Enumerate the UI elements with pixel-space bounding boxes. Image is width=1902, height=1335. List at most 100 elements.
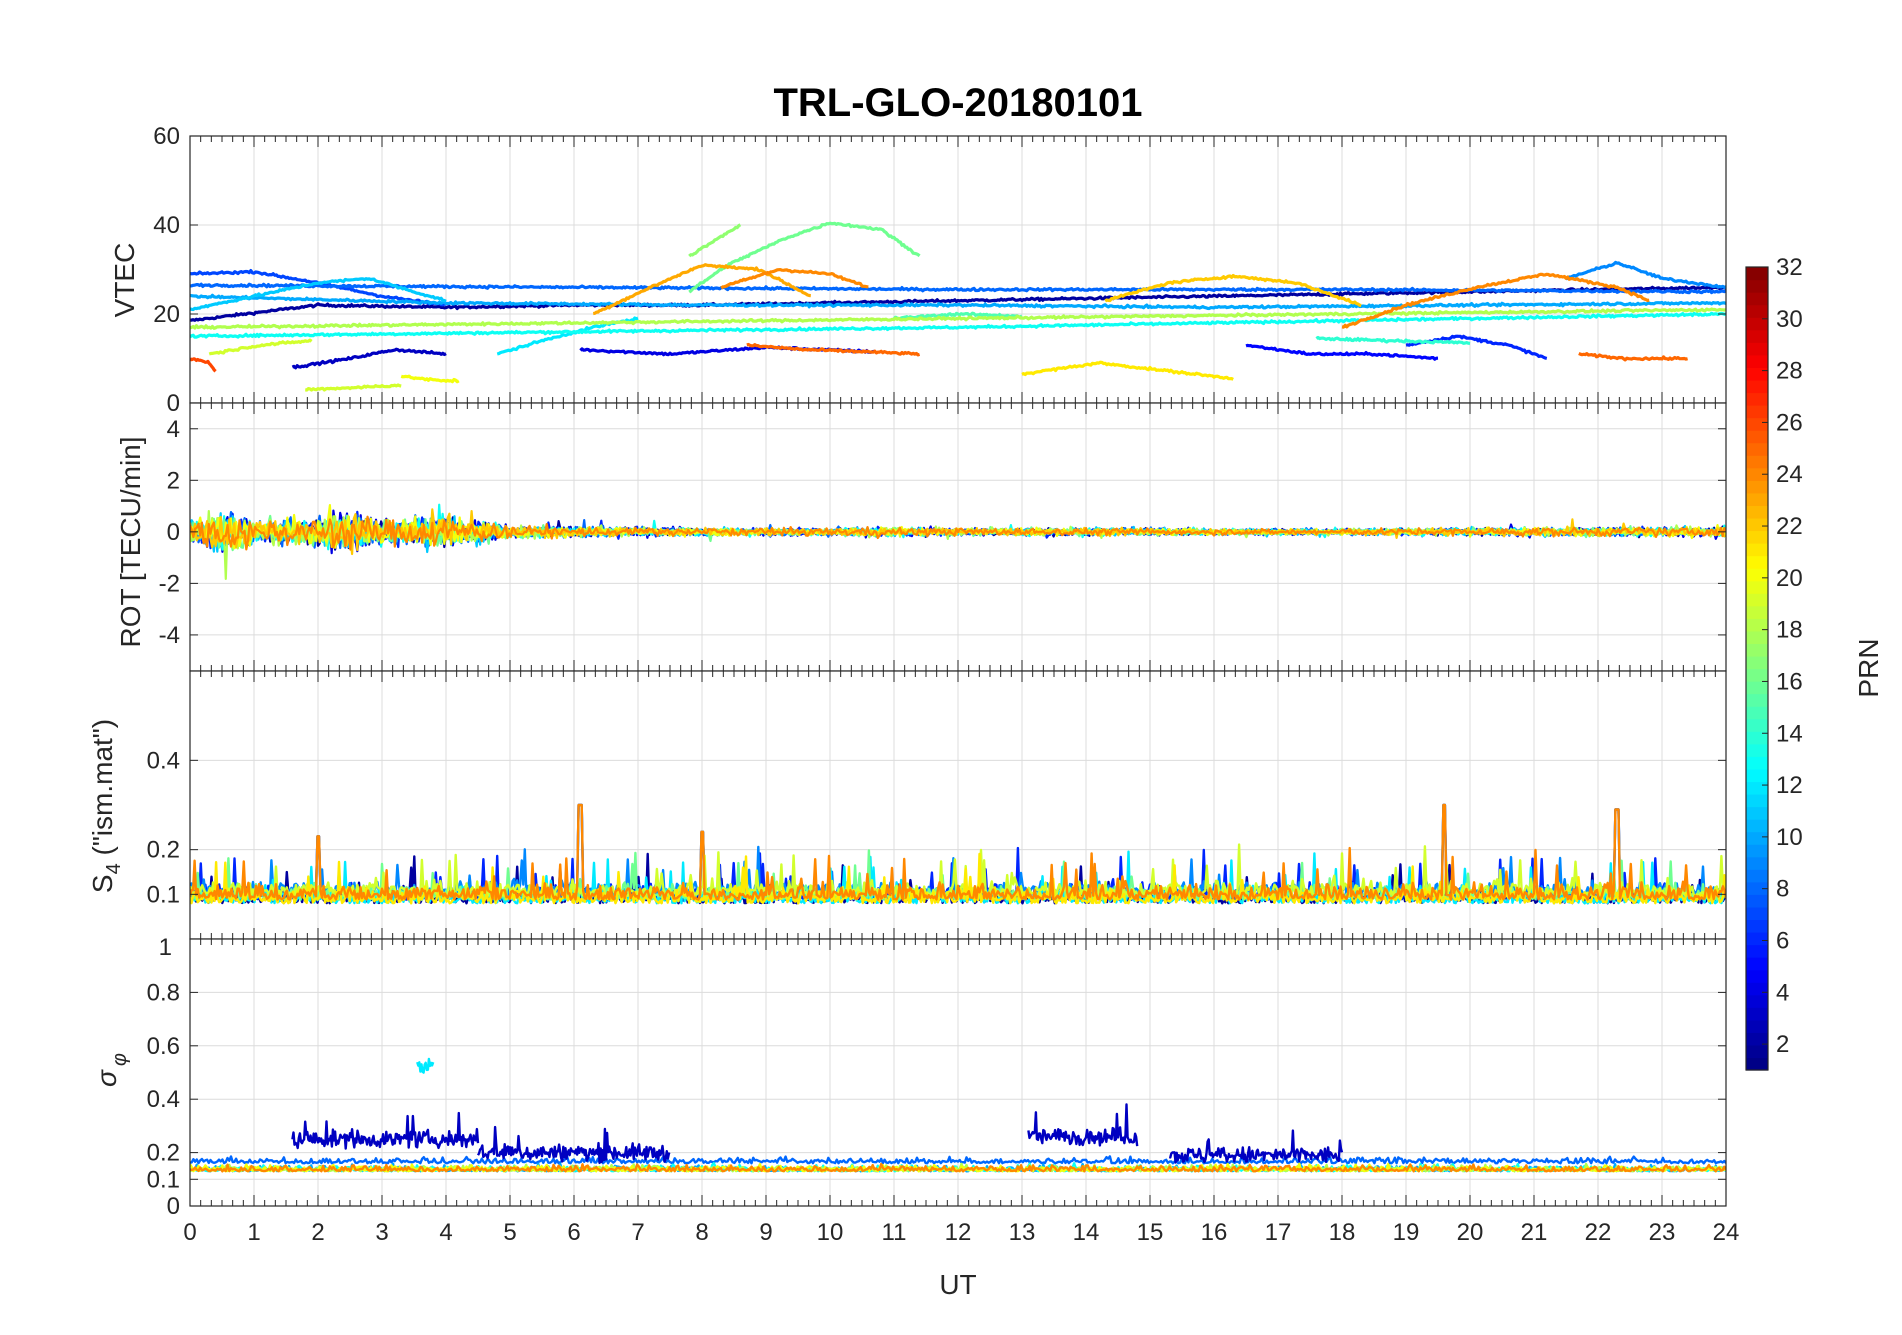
x-tick-label: 9 (759, 1219, 772, 1246)
y-tick-label: 0.6 (147, 1033, 180, 1060)
y-tick-label: 4 (167, 416, 180, 443)
x-tick-label: 17 (1265, 1219, 1292, 1246)
colorbar-swatch (1746, 706, 1768, 720)
colorbar-swatch (1746, 693, 1768, 707)
colorbar-swatch (1746, 530, 1768, 544)
colorbar-swatch (1746, 455, 1768, 469)
colorbar-swatch (1746, 957, 1768, 971)
panel-s4: 0.1 0.2 0.4 (147, 670, 1727, 940)
colorbar-swatch (1746, 480, 1768, 494)
data-layer (190, 803, 1726, 905)
vtec-series-line (1021, 360, 1234, 381)
colorbar-tick-label: 4 (1776, 979, 1789, 1006)
colorbar-swatch (1746, 430, 1768, 444)
colorbar-swatch (1746, 317, 1768, 331)
colorbar-tick-label: 30 (1776, 306, 1803, 333)
sigma-burst-line (291, 1111, 480, 1150)
colorbar-swatch (1746, 681, 1768, 695)
colorbar-tick-label: 12 (1776, 772, 1803, 799)
colorbar-tick-label: 16 (1776, 668, 1803, 695)
colorbar-swatch (1746, 643, 1768, 657)
colorbar-frame (1745, 266, 1769, 1071)
colorbar-swatch (1746, 906, 1768, 921)
x-tick-label: 0 (183, 1219, 196, 1246)
colorbar-tick-label: 8 (1776, 876, 1789, 903)
x-tick-label: 4 (439, 1219, 452, 1246)
colorbar-tick-label: 14 (1776, 720, 1803, 747)
x-tick-label: 15 (1137, 1219, 1164, 1246)
colorbar-swatch (1746, 731, 1768, 745)
colorbar-swatch (1746, 492, 1768, 506)
y-label-s4-main: S (87, 874, 118, 893)
colorbar-swatch (1746, 279, 1768, 293)
colorbar-swatch (1746, 342, 1768, 356)
y-label-s4-sub: 4 (103, 863, 125, 874)
y-tick-label: 0 (167, 1193, 180, 1220)
s4-series-line (190, 852, 1726, 905)
colorbar-swatch (1746, 467, 1768, 481)
vtec-series-line (190, 307, 1726, 330)
y-label-rot: ROT [TECU/min] (115, 436, 146, 647)
y-tick-label: -4 (159, 622, 180, 649)
colorbar-swatch (1746, 655, 1768, 670)
data-layer (190, 221, 1726, 392)
vtec-series-line (190, 285, 1726, 322)
panel-rot: -4 -2 0 2 4 (159, 402, 1727, 672)
colorbar-swatch (1746, 856, 1768, 870)
sigma-series-line (190, 1155, 1726, 1165)
colorbar-swatch (1746, 618, 1768, 632)
colorbar-swatch (1746, 1057, 1768, 1071)
colorbar-swatch (1746, 392, 1768, 406)
panel-vtec: 0 20 40 60 (153, 123, 1727, 417)
x-tick-label: 11 (882, 1219, 907, 1246)
colorbar-swatch (1746, 881, 1768, 895)
vtec-series-line (746, 342, 921, 357)
x-tick-label: 7 (631, 1219, 644, 1246)
colorbar-swatch (1746, 944, 1768, 958)
colorbar-tick-label: 26 (1776, 409, 1803, 436)
data-layer (190, 1057, 1726, 1173)
colorbar-tick-label: 24 (1776, 461, 1803, 488)
colorbar-swatch (1746, 568, 1768, 582)
vtec-series-line (208, 338, 313, 356)
sigma-burst-line (1027, 1103, 1139, 1147)
y-label-sigma-phi: σφ (91, 1053, 131, 1087)
y-tick-label: 40 (153, 212, 180, 239)
y-tick-label: 0.2 (147, 1140, 180, 1167)
x-tick-label: 18 (1329, 1219, 1356, 1246)
vtec-series-line (892, 311, 1023, 321)
x-tick-label: 6 (567, 1219, 580, 1246)
colorbar-swatch (1746, 304, 1768, 318)
sigma-series-line (190, 1162, 1726, 1173)
x-tick-label: 21 (1521, 1219, 1548, 1246)
axes: 0 20 40 60 (153, 123, 1727, 417)
colorbar-swatch (1746, 793, 1768, 808)
colorbar-swatch (1746, 1032, 1768, 1046)
vtec-series-line (720, 268, 869, 290)
colorbar-swatch (1746, 505, 1768, 519)
vtec-series-line (400, 374, 460, 384)
x-tick-label: 12 (945, 1219, 972, 1246)
colorbar-tick-label: 18 (1776, 617, 1803, 644)
y-tick-label: 0.4 (147, 747, 180, 774)
y-tick-label: -2 (159, 570, 180, 597)
colorbar-swatch (1746, 517, 1768, 532)
colorbar-tick-label: 22 (1776, 513, 1803, 540)
panel-sigma-phi: 00.10.20.40.60.80 1 2 3 4 5 6 7 8 9 10 11 12 13 14 15 16… (147, 938, 1739, 1246)
y-tick-label: 0.1 (147, 881, 180, 908)
y-tick-label: 0.4 (147, 1086, 180, 1113)
colorbar-swatch (1746, 379, 1768, 394)
colorbar-label: PRN (1853, 638, 1884, 697)
colorbar-swatch (1746, 1019, 1768, 1033)
colorbar-swatch (1746, 543, 1768, 557)
colorbar-swatch (1746, 844, 1768, 858)
y-label-vtec: VTEC (109, 243, 140, 318)
x-tick-label: 10 (817, 1219, 844, 1246)
colorbar-swatch (1746, 1044, 1768, 1059)
x-tick-label: 2 (311, 1219, 324, 1246)
colorbar-tick-label: 32 (1776, 254, 1803, 281)
colorbar-swatch (1746, 267, 1768, 281)
colorbar-swatch (1746, 580, 1768, 594)
colorbar-swatch (1746, 869, 1768, 883)
colorbar-swatch (1746, 781, 1768, 795)
